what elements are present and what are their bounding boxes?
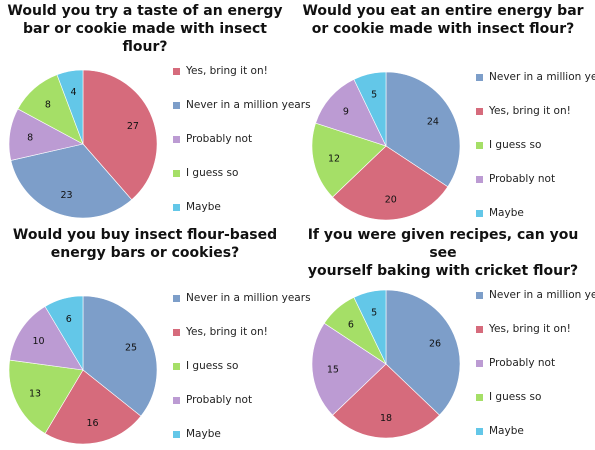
chart-title-line: bar or cookie made with insect flour? <box>23 21 267 55</box>
legend-swatch <box>173 204 180 211</box>
pie-chart: 26 18 15 6 5 <box>311 289 461 439</box>
legend-label: I guess so <box>489 139 542 151</box>
slice-value-label: 27 <box>127 121 139 132</box>
legend-label: Never in a million years <box>489 289 595 301</box>
legend-swatch <box>173 136 180 143</box>
legend-swatch <box>173 363 180 370</box>
pie-chart: 24 20 12 9 5 <box>311 71 461 221</box>
legend-swatch <box>173 329 180 336</box>
chart-title: If you were given recipes, can you see y… <box>298 226 588 280</box>
pie-slice <box>385 289 461 416</box>
legend-label: I guess so <box>186 167 239 179</box>
legend-swatch <box>476 428 483 435</box>
chart-title: Would you buy insect flour-based energy … <box>0 226 290 262</box>
slice-value-label: 15 <box>327 364 339 375</box>
legend-swatch <box>476 108 483 115</box>
pie-slice <box>8 359 84 434</box>
slice-value-label: 20 <box>385 195 397 206</box>
slice-value-label: 18 <box>380 413 392 424</box>
legend-label: Maybe <box>186 428 221 440</box>
legend-label: Yes, bring it on! <box>186 326 268 338</box>
chart-title-line: yourself baking with cricket flour? <box>307 263 579 279</box>
chart-title-line: or cookie made with insect flour? <box>311 21 575 37</box>
legend-swatch <box>173 295 180 302</box>
pie-slice <box>82 295 158 417</box>
chart-title: Would you try a taste of an energy bar o… <box>0 2 290 56</box>
slice-value-label: 25 <box>125 342 137 353</box>
pie-chart: 27 23 8 8 4 <box>8 69 158 219</box>
legend-swatch <box>476 292 483 299</box>
legend-swatch <box>476 142 483 149</box>
legend-swatch <box>476 210 483 217</box>
legend-label: Yes, bring it on! <box>489 323 571 335</box>
slice-value-label: 9 <box>343 106 349 117</box>
pie-slice <box>332 145 449 221</box>
slice-value-label: 13 <box>29 389 41 400</box>
slice-value-label: 26 <box>429 339 441 350</box>
pie-slice <box>44 295 84 372</box>
slice-value-label: 4 <box>70 87 76 98</box>
slice-value-label: 6 <box>348 319 354 330</box>
legend-swatch <box>476 394 483 401</box>
slice-value-label: 23 <box>60 190 72 201</box>
slice-value-label: 8 <box>27 132 33 143</box>
pie-slice <box>56 69 84 145</box>
legend-label: Yes, bring it on! <box>489 105 571 117</box>
slice-value-label: 5 <box>371 90 377 101</box>
slice-value-label: 8 <box>45 99 51 110</box>
legend-label: Probably not <box>489 173 556 185</box>
slice-value-label: 16 <box>86 418 98 429</box>
legend-label: Maybe <box>489 207 524 219</box>
pie-slice <box>353 71 387 147</box>
slice-value-label: 6 <box>66 314 72 325</box>
legend-swatch <box>476 74 483 81</box>
slice-value-label: 5 <box>371 308 377 319</box>
chart-title: Would you eat an entire energy bar or co… <box>298 2 588 38</box>
slice-value-label: 24 <box>427 116 439 127</box>
chart-title-line: If you were given recipes, can you see <box>307 227 579 261</box>
legend-swatch <box>476 176 483 183</box>
legend-swatch <box>173 102 180 109</box>
pie-slice <box>10 143 133 219</box>
pie-chart: 25 16 13 10 6 <box>8 295 158 445</box>
chart-title-line: Would you eat an entire energy bar <box>302 3 584 19</box>
legend-swatch <box>476 360 483 367</box>
legend-label: Probably not <box>186 394 253 406</box>
legend-label: Probably not <box>489 357 556 369</box>
pie-slice <box>332 363 440 439</box>
pie-slice <box>315 78 387 147</box>
legend-swatch <box>173 397 180 404</box>
legend-swatch <box>476 326 483 333</box>
chart-panel-taste: Would you try a taste of an energy bar o… <box>0 0 311 223</box>
legend-label: Maybe <box>186 201 221 213</box>
pie-slice <box>311 122 387 198</box>
legend-label: I guess so <box>186 360 239 372</box>
legend-label: I guess so <box>489 391 542 403</box>
slice-value-label: 10 <box>32 336 44 347</box>
chart-panel-eat: Would you eat an entire energy bar or co… <box>298 0 595 223</box>
legend-label: Probably not <box>186 133 253 145</box>
legend-label: Yes, bring it on! <box>186 65 268 77</box>
legend-label: Never in a million years <box>489 71 595 83</box>
slice-value-label: 12 <box>328 153 340 164</box>
legend-swatch <box>173 170 180 177</box>
chart-title-line: Would you try a taste of an energy <box>7 3 283 19</box>
chart-panel-bake: If you were given recipes, can you see y… <box>298 224 595 447</box>
pie-slice <box>353 289 387 365</box>
legend-label: Never in a million years <box>186 99 311 111</box>
chart-title-line: Would you buy insect flour-based <box>12 227 278 243</box>
legend-label: Maybe <box>489 425 524 437</box>
pie-slice <box>9 306 84 371</box>
pie-slice <box>82 69 158 201</box>
pie-slice <box>311 322 387 416</box>
legend-swatch <box>173 431 180 438</box>
pie-slice <box>44 369 142 445</box>
legend-label: Never in a million years <box>186 292 311 304</box>
chart-panel-buy: Would you buy insect flour-based energy … <box>0 224 311 447</box>
chart-title-line: energy bars or cookies? <box>50 245 240 261</box>
legend-swatch <box>173 68 180 75</box>
